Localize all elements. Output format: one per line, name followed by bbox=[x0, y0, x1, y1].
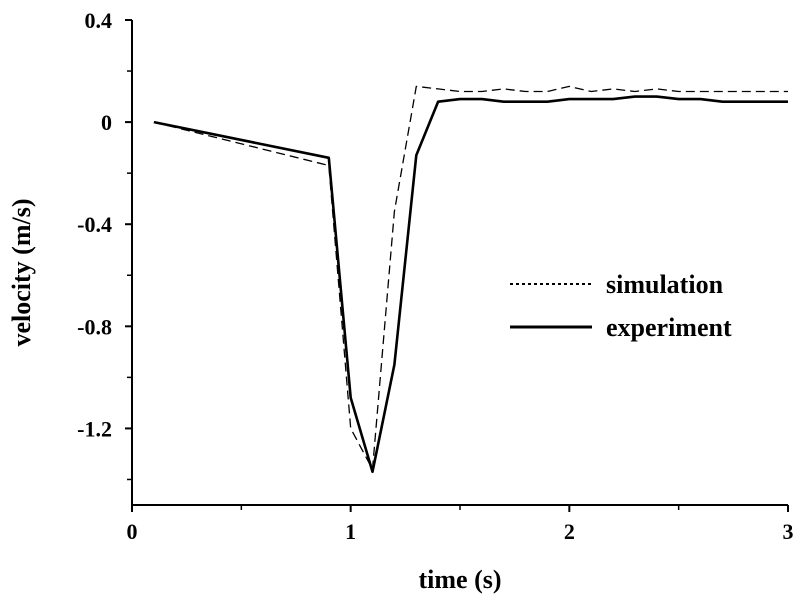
x-tick-label: 3 bbox=[783, 519, 794, 544]
y-tick-label: -0.8 bbox=[77, 314, 112, 339]
series-line-simulation bbox=[153, 85, 788, 470]
x-tick-label: 2 bbox=[564, 519, 575, 544]
axes bbox=[131, 20, 788, 506]
series-line-experiment bbox=[153, 95, 788, 474]
y-tick-label: -1.2 bbox=[77, 416, 112, 441]
legend-label-simulation: simulation bbox=[606, 270, 724, 299]
x-tick-label: 1 bbox=[345, 519, 356, 544]
y-axis-title: velocity (m/s) bbox=[7, 198, 36, 346]
series-layer bbox=[153, 85, 788, 474]
x-ticks: 0 1 2 3 bbox=[127, 505, 794, 544]
x-tick-label: 0 bbox=[127, 519, 138, 544]
x-axis-title: time (s) bbox=[418, 565, 501, 594]
y-tick-label: -0.4 bbox=[77, 212, 112, 237]
y-tick-label: 0 bbox=[101, 110, 112, 135]
legend-label-experiment: experiment bbox=[606, 313, 732, 342]
y-ticks: 0.4 0 -0.4 -0.8 -1.2 bbox=[77, 8, 132, 481]
y-tick-label: 0.4 bbox=[85, 8, 113, 33]
legend: simulation experiment bbox=[510, 270, 732, 342]
